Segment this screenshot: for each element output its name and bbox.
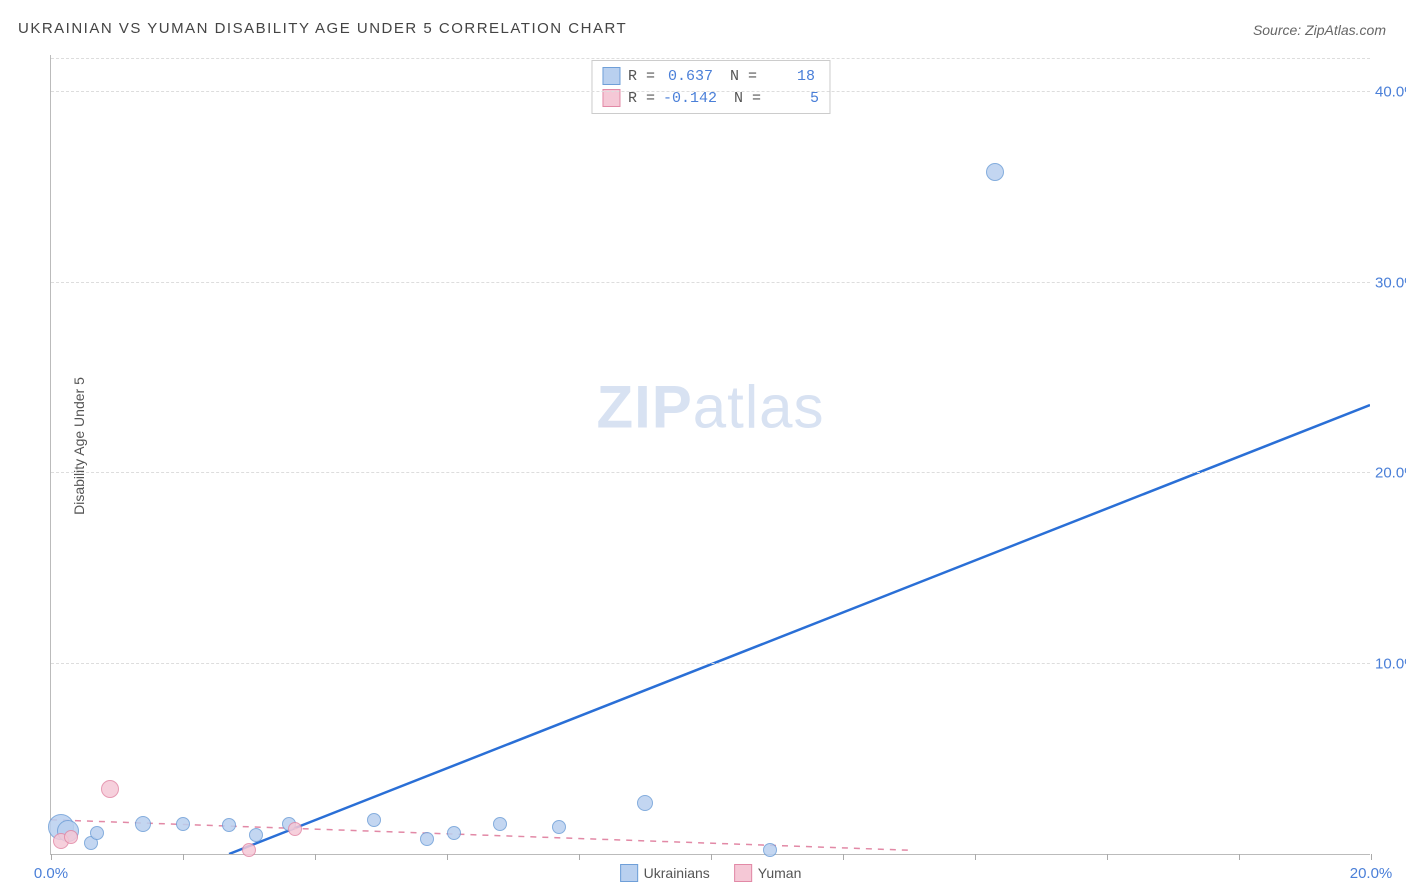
stats-legend: R = 0.637 N = 18 R = -0.142 N = 5 xyxy=(591,60,830,114)
x-tick xyxy=(1371,854,1372,860)
data-point xyxy=(101,780,119,798)
trend-lines xyxy=(51,55,1370,854)
n-label: N = xyxy=(721,68,757,85)
x-tick xyxy=(51,854,52,860)
data-point xyxy=(288,822,302,836)
data-point xyxy=(90,826,104,840)
gridline xyxy=(51,58,1370,59)
data-point xyxy=(447,826,461,840)
legend-swatch-ukrainians xyxy=(620,864,638,882)
r-value-ukrainians: 0.637 xyxy=(663,68,713,85)
n-value-ukrainians: 18 xyxy=(765,68,815,85)
data-point xyxy=(249,828,263,842)
gridline xyxy=(51,663,1370,664)
x-tick xyxy=(183,854,184,860)
source-credit: Source: ZipAtlas.com xyxy=(1253,22,1386,38)
legend-label-yuman: Yuman xyxy=(758,865,802,881)
watermark-rest: atlas xyxy=(693,373,825,440)
y-tick-label: 20.0% xyxy=(1375,465,1406,482)
x-tick xyxy=(711,854,712,860)
data-point xyxy=(493,817,507,831)
y-tick-label: 10.0% xyxy=(1375,655,1406,672)
x-tick-label: 20.0% xyxy=(1350,865,1393,882)
x-tick xyxy=(315,854,316,860)
legend-item-ukrainians: Ukrainians xyxy=(620,864,710,882)
data-point xyxy=(552,820,566,834)
data-point xyxy=(420,832,434,846)
data-point xyxy=(135,816,151,832)
x-tick xyxy=(975,854,976,860)
bottom-legend: Ukrainians Yuman xyxy=(620,864,802,882)
y-tick-label: 40.0% xyxy=(1375,84,1406,101)
legend-label-ukrainians: Ukrainians xyxy=(644,865,710,881)
r-label: R = xyxy=(628,68,655,85)
x-tick-label: 0.0% xyxy=(34,865,68,882)
stats-row-ukrainians: R = 0.637 N = 18 xyxy=(602,65,819,87)
data-point xyxy=(64,830,78,844)
x-tick xyxy=(843,854,844,860)
x-tick xyxy=(447,854,448,860)
watermark: ZIPatlas xyxy=(596,372,824,441)
x-tick xyxy=(1107,854,1108,860)
legend-swatch-yuman xyxy=(734,864,752,882)
legend-item-yuman: Yuman xyxy=(734,864,802,882)
data-point xyxy=(763,843,777,857)
data-point xyxy=(367,813,381,827)
data-point xyxy=(242,843,256,857)
gridline xyxy=(51,472,1370,473)
data-point xyxy=(222,818,236,832)
data-point xyxy=(986,163,1004,181)
watermark-bold: ZIP xyxy=(596,373,692,440)
gridline xyxy=(51,282,1370,283)
data-point xyxy=(176,817,190,831)
x-tick xyxy=(579,854,580,860)
x-tick xyxy=(1239,854,1240,860)
chart-title: UKRAINIAN VS YUMAN DISABILITY AGE UNDER … xyxy=(18,20,627,37)
y-tick-label: 30.0% xyxy=(1375,274,1406,291)
gridline xyxy=(51,91,1370,92)
swatch-ukrainians xyxy=(602,67,620,85)
plot-area: ZIPatlas R = 0.637 N = 18 R = -0.142 N =… xyxy=(50,55,1370,855)
data-point xyxy=(637,795,653,811)
